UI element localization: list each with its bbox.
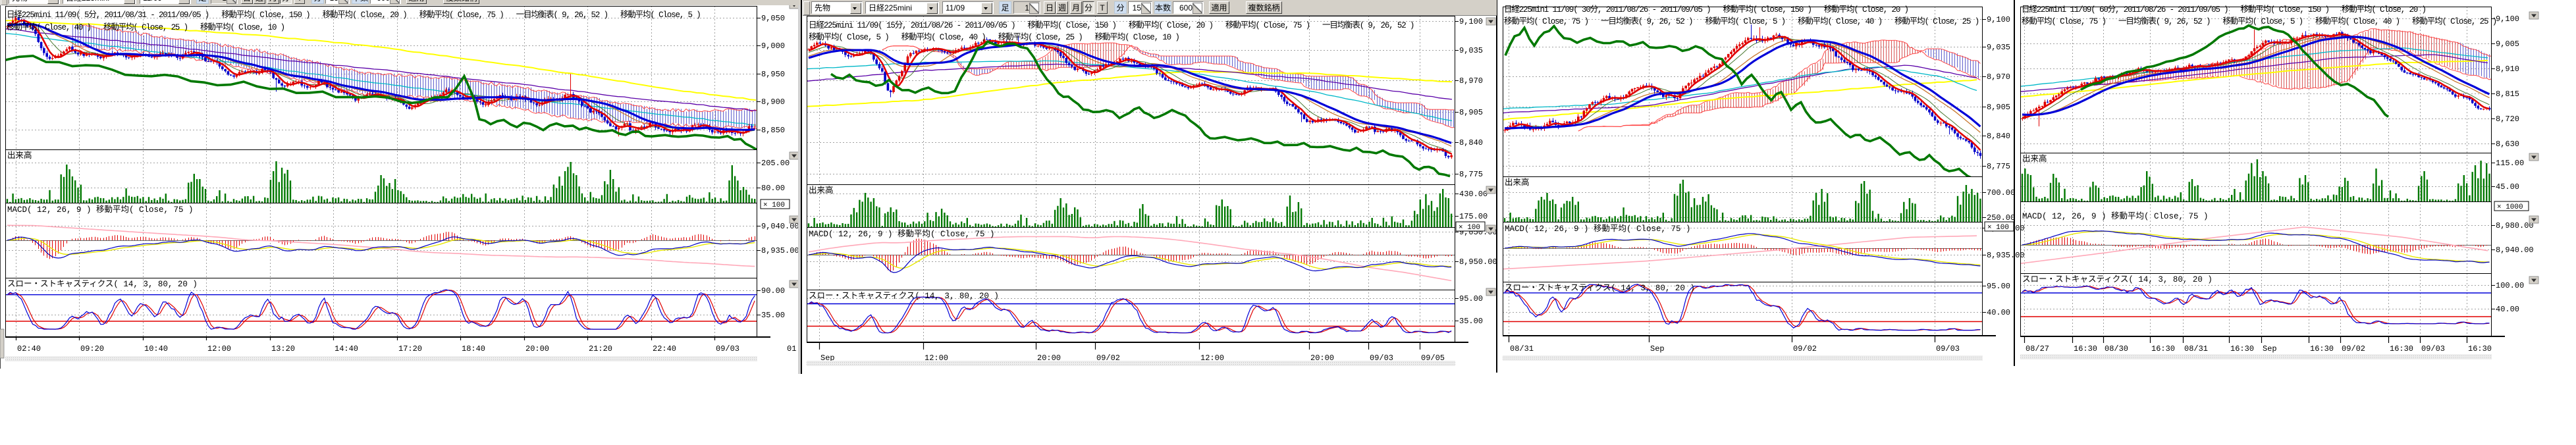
svg-text:12:00: 12:00: [1200, 353, 1224, 363]
svg-text:16:30: 16:30: [2151, 344, 2175, 353]
svg-text:20:00: 20:00: [1310, 353, 1334, 363]
svg-text:スロー・ストキャスティクス( 14, 3, 80, 20 ): スロー・ストキャスティクス( 14, 3, 80, 20 ): [809, 291, 999, 301]
svg-text:8,980.00: 8,980.00: [2496, 221, 2534, 230]
svg-text:× 100: × 100: [1987, 224, 2009, 232]
svg-text:× 100: × 100: [1459, 224, 1480, 232]
svg-text:80.00: 80.00: [761, 184, 785, 193]
svg-text:16:30: 16:30: [2074, 344, 2097, 353]
svg-text:9,040.00: 9,040.00: [761, 222, 799, 231]
svg-text:8,720: 8,720: [2496, 115, 2519, 124]
svg-text:95.00: 95.00: [1987, 282, 2010, 291]
svg-text:09:20: 09:20: [80, 344, 104, 353]
svg-text:20:00: 20:00: [525, 344, 549, 353]
svg-text:17:20: 17:20: [398, 344, 422, 353]
svg-text:95.00: 95.00: [1459, 294, 1483, 303]
svg-text:8,840: 8,840: [1459, 138, 1483, 147]
svg-text:09/03: 09/03: [1936, 344, 1960, 353]
svg-text:09/03: 09/03: [1370, 353, 1393, 363]
svg-text:16:30: 16:30: [2390, 344, 2413, 353]
svg-text:16:30: 16:30: [2310, 344, 2334, 353]
svg-text:21:20: 21:20: [589, 344, 612, 353]
svg-text:09/05: 09/05: [1421, 353, 1445, 363]
svg-text:09/02: 09/02: [1096, 353, 1120, 363]
svg-text:205.00: 205.00: [761, 159, 790, 168]
svg-text:8,970: 8,970: [1987, 72, 2010, 82]
svg-text:出来高: 出来高: [1505, 177, 1530, 188]
svg-text:08/27: 08/27: [2026, 344, 2049, 353]
svg-text:22:40: 22:40: [653, 344, 676, 353]
svg-text:40.00: 40.00: [2496, 305, 2519, 314]
svg-text:8,815: 8,815: [2496, 90, 2519, 99]
svg-text:9,050: 9,050: [761, 14, 785, 23]
svg-text:8,905: 8,905: [1459, 108, 1483, 117]
svg-text:14:40: 14:40: [335, 344, 358, 353]
svg-text:700.00: 700.00: [1987, 188, 2015, 197]
svg-text:20:00: 20:00: [1037, 353, 1061, 363]
svg-text:430.00: 430.00: [1459, 190, 1488, 199]
svg-text:08/31: 08/31: [2184, 344, 2208, 353]
svg-text:出来高: 出来高: [2022, 153, 2047, 164]
svg-text:Sep: Sep: [820, 353, 835, 363]
svg-text:8,900: 8,900: [761, 97, 785, 107]
svg-text:9,035: 9,035: [1459, 46, 1483, 55]
svg-text:8,775: 8,775: [1459, 170, 1483, 179]
svg-text:スロー・ストキャスティクス( 14, 3, 80, 20 ): スロー・ストキャスティクス( 14, 3, 80, 20 ): [2022, 275, 2213, 284]
svg-text:8,935.00: 8,935.00: [1987, 251, 2025, 260]
svg-text:× 1000: × 1000: [2497, 203, 2523, 211]
svg-text:9,005: 9,005: [2496, 39, 2519, 49]
svg-text:01: 01: [787, 344, 796, 353]
svg-text:9,100: 9,100: [2496, 14, 2519, 24]
svg-text:出来高: 出来高: [7, 150, 32, 161]
svg-text:45.00: 45.00: [2496, 182, 2519, 192]
svg-text:8,840: 8,840: [1987, 132, 2010, 141]
svg-text:MACD( 12, 26, 9 ) 移動平均( Clos: MACD( 12, 26, 9 ) 移動平均( Close, 75 ): [7, 205, 194, 215]
svg-text:02:40: 02:40: [17, 344, 41, 353]
svg-text:35.00: 35.00: [1459, 317, 1483, 326]
svg-text:08/31: 08/31: [1510, 344, 1534, 353]
svg-text:MACD( 12, 26, 9 ) 移動平均( Clos: MACD( 12, 26, 9 ) 移動平均( Close, 75 ): [2022, 211, 2209, 221]
svg-text:8,935.00: 8,935.00: [761, 246, 799, 255]
svg-text:10:40: 10:40: [144, 344, 168, 353]
svg-text:12:00: 12:00: [207, 344, 231, 353]
svg-text:スロー・ストキャスティクス( 14, 3, 80, 20 ): スロー・ストキャスティクス( 14, 3, 80, 20 ): [1505, 283, 1695, 293]
svg-text:250.00: 250.00: [1987, 213, 2015, 222]
svg-text:09/02: 09/02: [2342, 344, 2365, 353]
svg-text:9,000: 9,000: [761, 41, 785, 51]
svg-text:8,950: 8,950: [761, 70, 785, 79]
svg-text:× 100: × 100: [763, 201, 785, 209]
svg-text:175.00: 175.00: [1459, 212, 1488, 221]
svg-text:09/02: 09/02: [1793, 344, 1817, 353]
svg-text:9,100: 9,100: [1987, 15, 2010, 24]
svg-text:09/03: 09/03: [716, 344, 739, 353]
svg-text:Sep: Sep: [2263, 344, 2277, 353]
svg-text:8,970: 8,970: [1459, 76, 1483, 86]
svg-text:Sep: Sep: [1650, 344, 1665, 353]
svg-text:8,630: 8,630: [2496, 140, 2519, 149]
svg-text:MACD( 12, 26, 9 ) 移動平均( Clos: MACD( 12, 26, 9 ) 移動平均( Close, 75 ): [1505, 224, 1691, 234]
svg-text:8,910: 8,910: [2496, 65, 2519, 74]
svg-text:35.00: 35.00: [761, 311, 785, 320]
svg-text:8,850: 8,850: [761, 126, 785, 135]
svg-text:8,775: 8,775: [1987, 162, 2010, 171]
svg-text:18:40: 18:40: [462, 344, 485, 353]
svg-text:9,035: 9,035: [1987, 43, 2010, 52]
svg-text:16:30: 16:30: [2468, 344, 2492, 353]
svg-text:16:30: 16:30: [2230, 344, 2254, 353]
svg-text:8,905: 8,905: [1987, 103, 2010, 112]
svg-text:13:20: 13:20: [271, 344, 295, 353]
svg-text:08/30: 08/30: [2105, 344, 2128, 353]
svg-text:8,950.00: 8,950.00: [1459, 257, 1497, 267]
svg-text:90.00: 90.00: [761, 286, 785, 296]
svg-text:スロー・ストキャスティクス( 14, 3, 80, 20 ): スロー・ストキャスティクス( 14, 3, 80, 20 ): [7, 279, 198, 289]
svg-text:9,100: 9,100: [1459, 17, 1483, 26]
svg-text:12:00: 12:00: [925, 353, 948, 363]
svg-text:115.00: 115.00: [2496, 159, 2524, 168]
svg-text:出来高: 出来高: [809, 185, 834, 196]
svg-text:40.00: 40.00: [1987, 308, 2010, 317]
svg-text:09/03: 09/03: [2421, 344, 2445, 353]
svg-text:100.00: 100.00: [2496, 281, 2524, 290]
svg-text:MACD( 12, 26, 9 ) 移動平均( Clos: MACD( 12, 26, 9 ) 移動平均( Close, 75 ): [809, 229, 995, 239]
svg-text:8,940.00: 8,940.00: [2496, 246, 2534, 255]
